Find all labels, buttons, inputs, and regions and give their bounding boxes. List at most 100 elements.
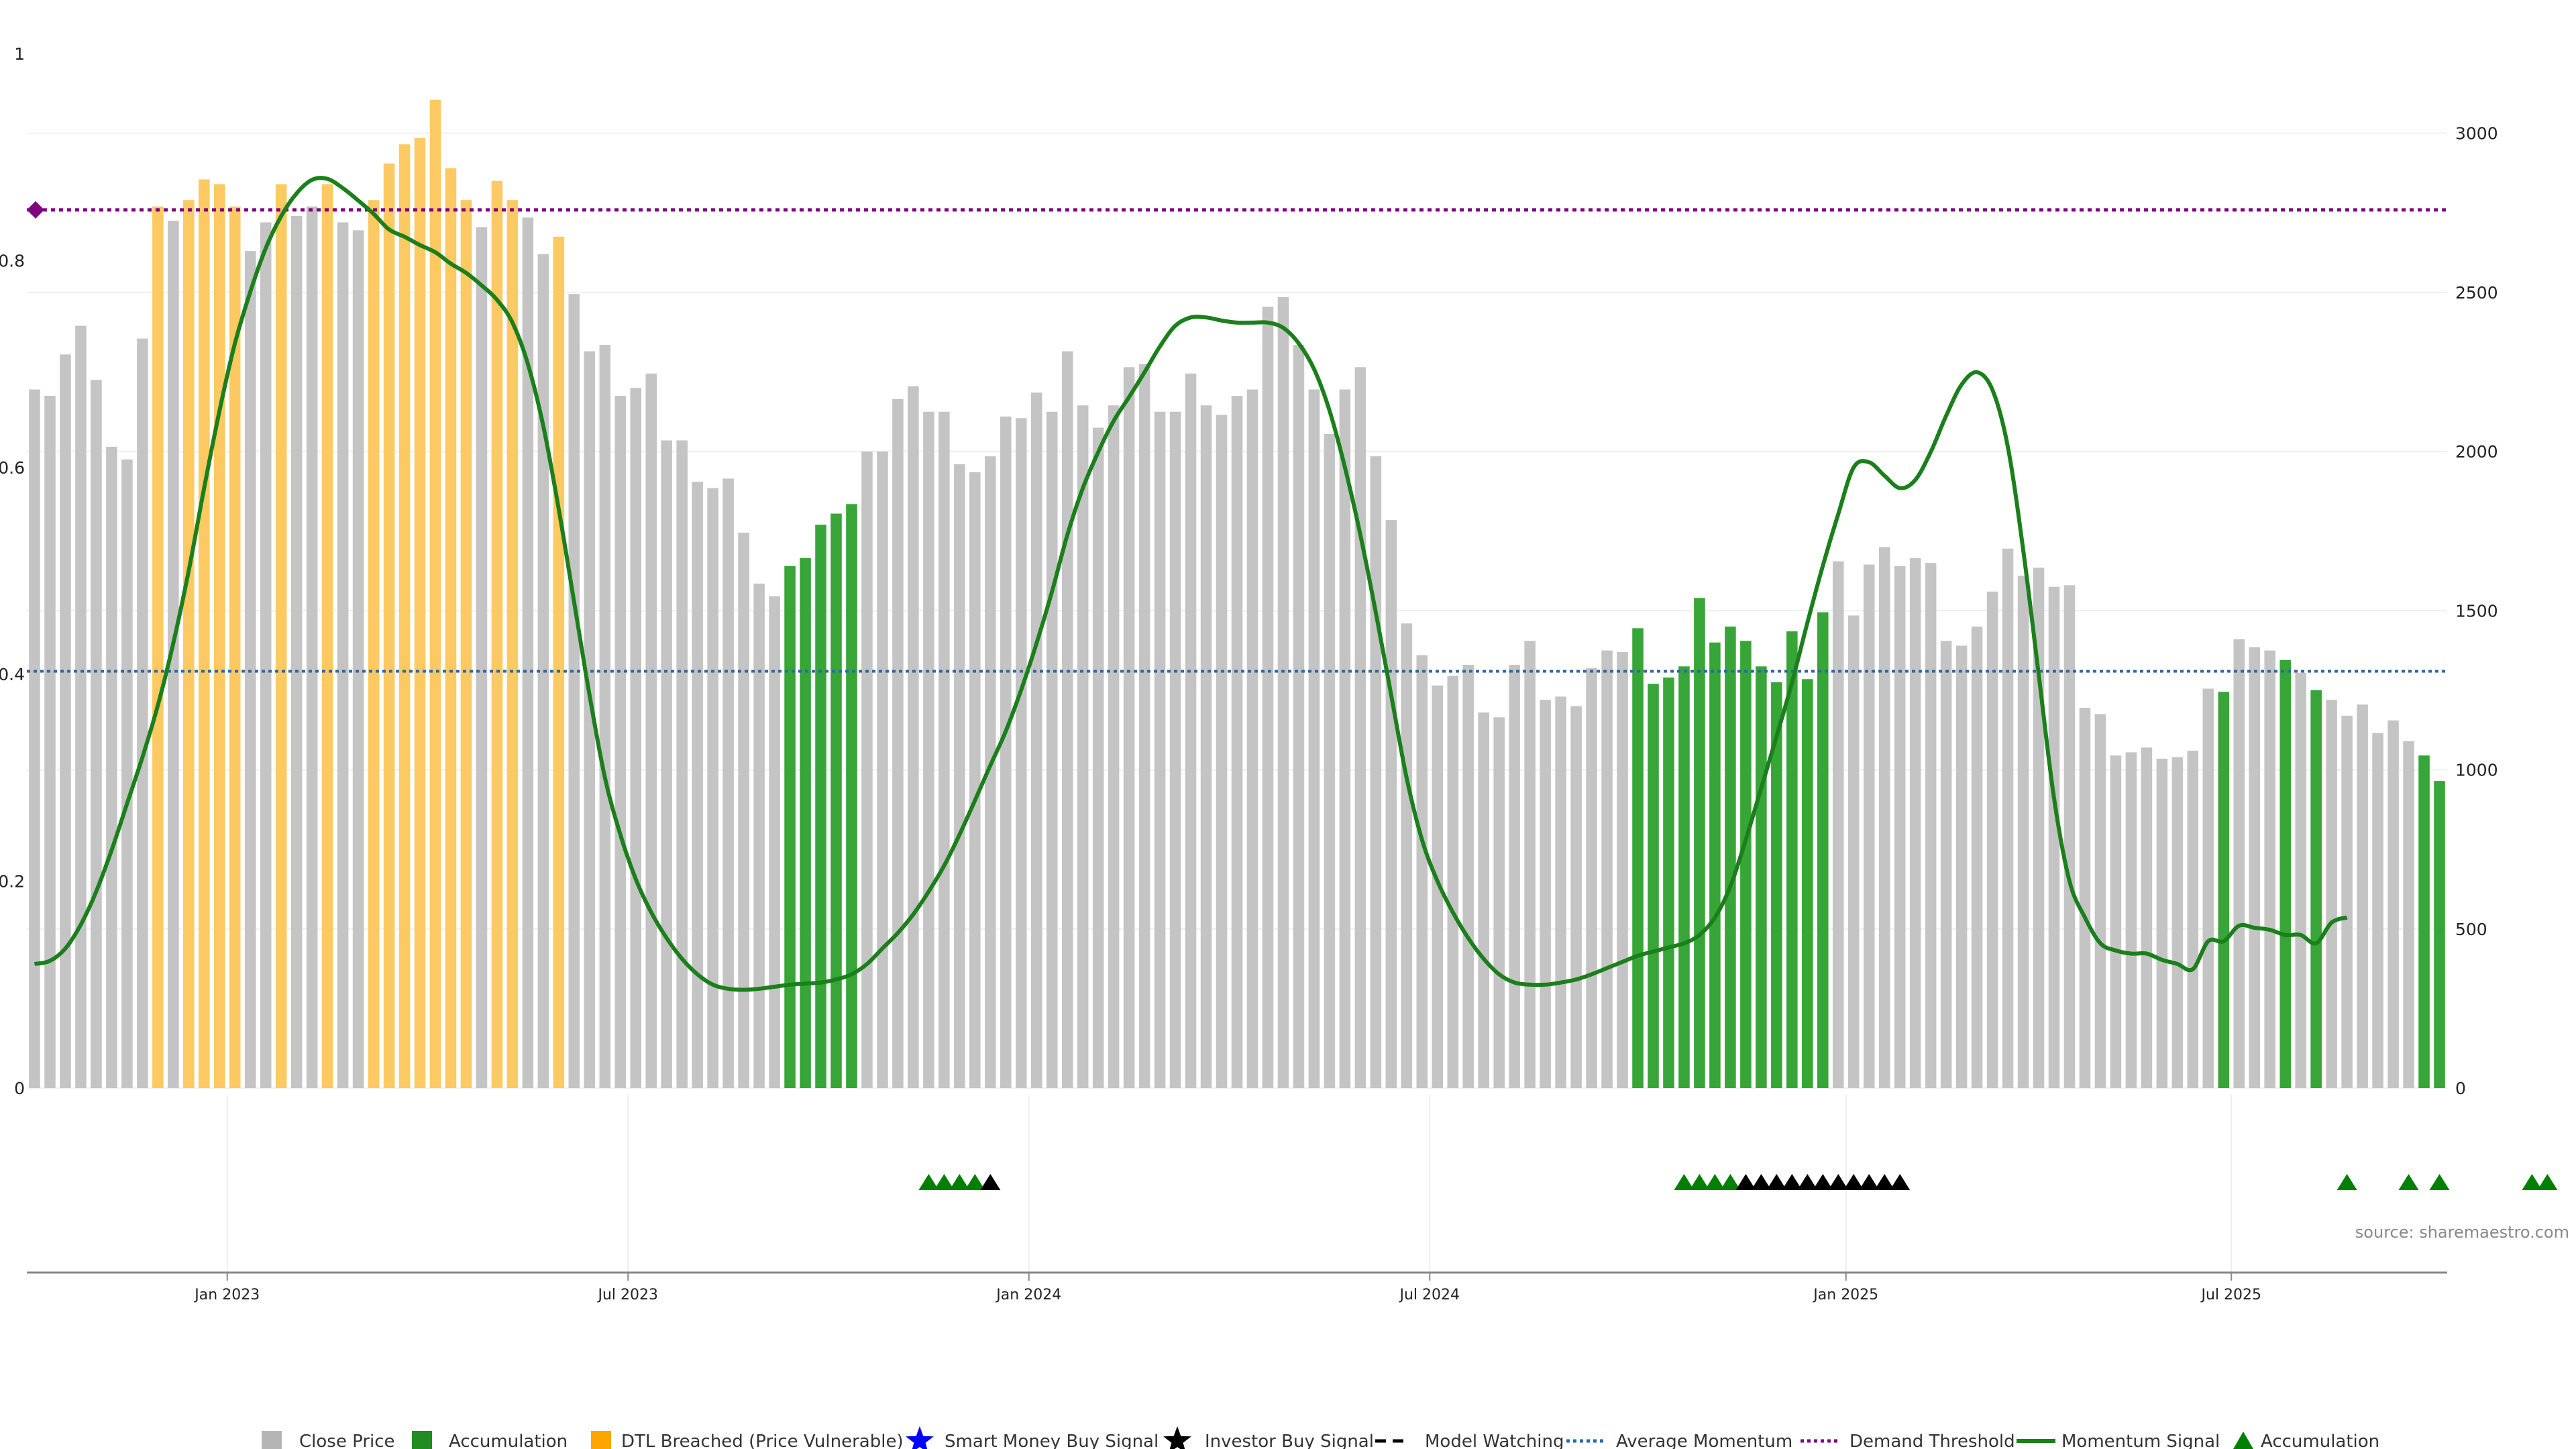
investor-buy-marker: [1843, 1174, 1864, 1190]
close-price-bar: [2295, 672, 2306, 1088]
x-tick-label: Jan 2025: [1812, 1287, 1878, 1303]
accumulation-bar: [1648, 684, 1659, 1088]
accumulation-bar: [784, 566, 796, 1088]
source-label: source: sharemaestro.com: [2355, 1223, 2569, 1242]
close-price-bar: [614, 396, 627, 1088]
signal-markers: [918, 1174, 2558, 1190]
close-price-bar: [1354, 367, 1366, 1088]
legend-label: DTL Breached (Price Vulnerable): [621, 1432, 904, 1449]
close-price-bar: [1524, 641, 1536, 1088]
close-price-bar: [1971, 627, 1983, 1088]
legend-star-icon: [1163, 1426, 1191, 1449]
close-price-bar: [738, 533, 749, 1088]
close-price-bar: [1324, 433, 1336, 1088]
accumulation-marker: [2337, 1174, 2357, 1190]
close-price-bar: [1015, 418, 1027, 1088]
dtl-breached-bar: [321, 184, 333, 1088]
accumulation-bar: [1771, 682, 1782, 1088]
left-axis-tick-label: 0.8: [0, 251, 25, 270]
accumulation-marker: [2398, 1174, 2419, 1190]
close-price-bar: [1462, 664, 1474, 1088]
close-price-bar: [2357, 704, 2368, 1088]
legend-label: Investor Buy Signal: [1205, 1432, 1374, 1449]
close-price-bar: [707, 488, 718, 1088]
close-price-bar: [908, 386, 919, 1088]
left-axis-tick-label: 0.4: [0, 665, 25, 684]
close-price-bar: [2048, 586, 2060, 1088]
close-price-bar: [1262, 307, 1274, 1089]
close-price-bar: [599, 345, 611, 1088]
close-price-bar: [1108, 405, 1120, 1088]
close-price-bar: [168, 221, 179, 1089]
close-price-bar: [106, 446, 117, 1088]
close-price-bar: [1077, 405, 1089, 1088]
accumulation-bar: [1817, 612, 1829, 1088]
close-price-bar: [2063, 585, 2076, 1088]
close-price-bar: [2002, 548, 2014, 1088]
accumulation-bar: [2310, 690, 2322, 1088]
close-price-bar: [2017, 576, 2029, 1088]
close-price-bar: [645, 373, 657, 1088]
accumulation-bar: [1802, 679, 1813, 1088]
accumulation-bar: [1694, 598, 1705, 1088]
close-price-bar: [2125, 752, 2137, 1088]
close-price-bar: [522, 217, 534, 1089]
close-price-bar: [1432, 685, 1444, 1088]
dtl-breached-bar: [213, 184, 225, 1088]
close-price-bar: [1061, 351, 1073, 1088]
legend-item: Demand Threshold: [1801, 1432, 2015, 1449]
accumulation-bar: [1632, 628, 1644, 1088]
close-price-bar: [1940, 641, 1952, 1088]
close-price-bar: [2110, 755, 2122, 1088]
right-axis-tick-label: 2500: [2455, 283, 2498, 303]
investor-buy-marker: [980, 1174, 1001, 1190]
close-price-bar: [2326, 700, 2337, 1088]
close-price-bar: [1308, 389, 1320, 1088]
left-axis-tick-label: 0.6: [0, 458, 25, 478]
legend-item: Average Momentum: [1566, 1432, 1792, 1449]
x-tick-label: Jan 2023: [193, 1287, 260, 1303]
close-price-bar: [306, 206, 318, 1088]
close-price-bar: [1401, 623, 1413, 1088]
left-axis-ticks: 0 0.2 0.4 0.6 0.8 1: [0, 44, 25, 1098]
dtl-breached-bar: [414, 138, 426, 1089]
close-price-bar: [2341, 715, 2353, 1088]
close-price-bar: [692, 482, 703, 1088]
accumulation-bar: [2279, 659, 2291, 1088]
investor-buy-marker: [1859, 1174, 1880, 1190]
close-price-bar: [1509, 664, 1520, 1088]
close-price-bar: [1617, 651, 1628, 1088]
close-price-bar: [476, 227, 488, 1089]
close-price-bar: [1894, 566, 1906, 1088]
close-price-bar: [722, 478, 734, 1088]
close-price-bar: [2079, 708, 2091, 1088]
close-price-bar: [91, 380, 102, 1088]
vertical-gridlines: [226, 1095, 2233, 1273]
legend-swatch: [591, 1431, 611, 1449]
accumulation-marker: [1705, 1174, 1725, 1190]
momentum-signal-line: [34, 176, 2348, 992]
close-price-bar: [121, 459, 133, 1088]
accumulation-bar: [1786, 631, 1798, 1088]
dtl-breached-bar: [383, 163, 395, 1089]
close-price-bar: [1570, 706, 1582, 1088]
close-price-bar: [1540, 700, 1551, 1088]
investor-buy-marker: [1751, 1174, 1772, 1190]
legend-item: Smart Money Buy Signal: [906, 1426, 1159, 1449]
right-axis-tick-label: 1000: [2455, 761, 2498, 780]
close-price-bar: [954, 464, 965, 1088]
close-price-bar: [1200, 405, 1212, 1088]
close-price-bar: [568, 294, 580, 1089]
close-price-bar: [1601, 650, 1613, 1088]
close-price-bar: [1277, 297, 1289, 1089]
close-price-bar: [1092, 427, 1104, 1088]
close-price-bar: [938, 411, 950, 1088]
legend-label: Momentum Signal: [2061, 1432, 2220, 1449]
close-price-bar: [1385, 520, 1397, 1088]
close-price-bar: [1909, 558, 1921, 1088]
dtl-breached-bar: [368, 200, 380, 1088]
accumulation-bar: [1663, 677, 1674, 1088]
accumulation-bar: [1709, 642, 1721, 1088]
accumulation-bar: [2218, 692, 2230, 1088]
close-price-bar: [1339, 389, 1351, 1088]
